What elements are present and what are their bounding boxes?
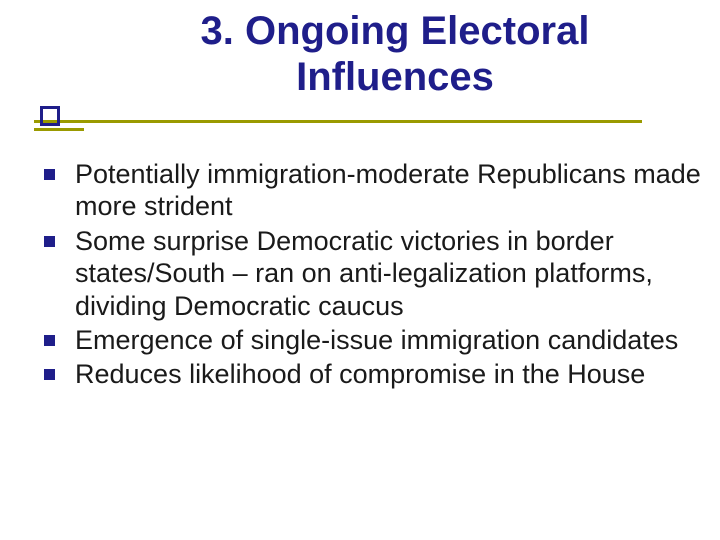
accent-box — [40, 106, 60, 126]
accent-short-line — [34, 128, 84, 131]
bullet-list: Potentially immigration-moderate Republi… — [44, 158, 702, 393]
square-bullet-icon — [44, 169, 55, 180]
bullet-text: Some surprise Democratic victories in bo… — [75, 225, 702, 322]
list-item: Potentially immigration-moderate Republi… — [44, 158, 702, 223]
square-bullet-icon — [44, 369, 55, 380]
bullet-text: Emergence of single-issue immigration ca… — [75, 324, 702, 356]
list-item: Emergence of single-issue immigration ca… — [44, 324, 702, 356]
square-bullet-icon — [44, 236, 55, 247]
bullet-text: Potentially immigration-moderate Republi… — [75, 158, 702, 223]
bullet-text: Reduces likelihood of compromise in the … — [75, 358, 702, 390]
square-bullet-icon — [44, 335, 55, 346]
list-item: Reduces likelihood of compromise in the … — [44, 358, 702, 390]
list-item: Some surprise Democratic victories in bo… — [44, 225, 702, 322]
slide: 3. Ongoing Electoral Influences Potentia… — [0, 0, 720, 540]
accent-long-line — [34, 120, 642, 123]
slide-title: 3. Ongoing Electoral Influences — [0, 0, 720, 100]
